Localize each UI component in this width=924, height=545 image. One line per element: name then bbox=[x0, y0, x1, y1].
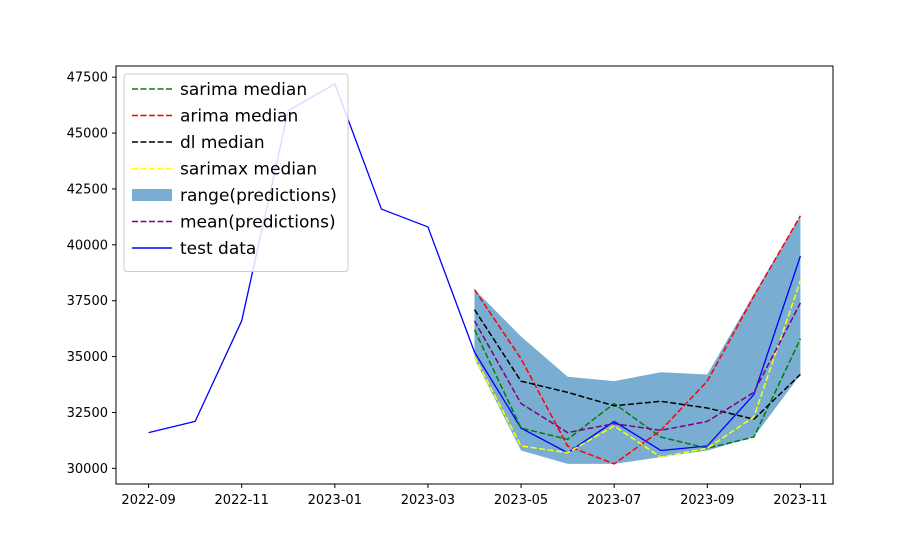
x-tick-label: 2023-05 bbox=[494, 493, 548, 508]
x-tick-label: 2023-01 bbox=[308, 493, 362, 508]
legend-label-arima-median: arima median bbox=[180, 107, 298, 127]
legend-swatch-range-predictions bbox=[132, 189, 172, 201]
y-axis: 30000 32500 35000 37500 40000 42500 45000 47500 bbox=[67, 71, 116, 477]
legend: sarima median arima median dl median sarima… bbox=[123, 73, 349, 272]
series-arima-median-line bbox=[473, 215, 802, 465]
legend-label-mean-predictions: mean(predictions) bbox=[180, 213, 336, 233]
series-sarimax-median-line bbox=[473, 280, 802, 458]
y-tick-label: 42500 bbox=[67, 182, 108, 197]
legend-label-sarima-median: sarima median bbox=[180, 80, 307, 100]
legend-box bbox=[123, 73, 349, 272]
x-axis: 2022-09 2022-11 2023-01 2023-03 2023-05 2023-… bbox=[121, 484, 828, 508]
legend-label-range-predictions: range(predictions) bbox=[180, 186, 337, 206]
x-tick-label: 2022-11 bbox=[215, 493, 269, 508]
y-tick-label: 40000 bbox=[67, 238, 108, 253]
range-layer bbox=[474, 215, 801, 464]
x-tick-label: 2023-07 bbox=[587, 493, 641, 508]
y-tick-label: 37500 bbox=[67, 294, 108, 309]
legend-label-sarimax-median: sarimax median bbox=[180, 160, 317, 180]
y-tick-label: 32500 bbox=[67, 406, 108, 421]
y-tick-label: 35000 bbox=[67, 350, 108, 365]
legend-label-test-data: test data bbox=[180, 239, 256, 259]
y-tick-label: 30000 bbox=[67, 462, 108, 477]
y-tick-label: 45000 bbox=[67, 127, 108, 142]
legend-label-dl-median: dl median bbox=[180, 133, 265, 153]
y-tick-label: 47500 bbox=[67, 71, 108, 86]
plot-area-frame bbox=[115, 65, 834, 485]
x-tick-label: 2023-11 bbox=[773, 493, 827, 508]
x-tick-label: 2022-09 bbox=[121, 493, 175, 508]
series-mean-predictions-line bbox=[473, 302, 802, 434]
x-tick-label: 2023-09 bbox=[680, 493, 734, 508]
series-range-predictions-area bbox=[474, 215, 801, 464]
x-tick-label: 2023-03 bbox=[401, 493, 455, 508]
series-sarima-median-line bbox=[473, 329, 802, 449]
series-dl-median-line bbox=[473, 309, 801, 420]
